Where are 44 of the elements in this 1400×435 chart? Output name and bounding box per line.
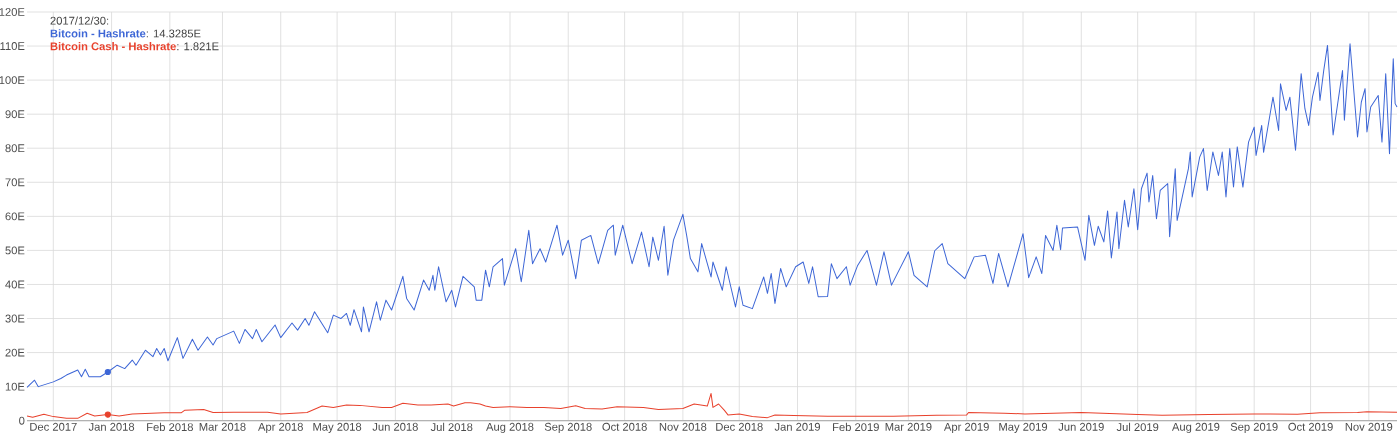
y-tick-label: 70E bbox=[5, 178, 25, 187]
line-series bbox=[26, 392, 1398, 419]
y-tick-label: 40E bbox=[5, 280, 25, 289]
x-tick-label: Apr 2018 bbox=[258, 422, 303, 433]
y-tick-label: 110E bbox=[0, 42, 25, 51]
x-tick-label: Aug 2019 bbox=[1171, 422, 1220, 433]
x-tick-label: Oct 2018 bbox=[602, 422, 647, 431]
y-tick-label: 0 bbox=[19, 416, 25, 425]
x-tick-label: Mar 2018 bbox=[199, 422, 246, 431]
y-tick-label: 50E bbox=[5, 246, 25, 255]
x-tick-label: Nov 2019 bbox=[1345, 422, 1393, 431]
x-tick-label: Jul 2018 bbox=[430, 422, 473, 432]
y-tick-label: 120E bbox=[0, 8, 25, 16]
x-tick-label: Jan 2018 bbox=[88, 422, 135, 431]
x-tick-label: Jun 2018 bbox=[372, 422, 418, 431]
annotation: : 14.3285E bbox=[146, 29, 201, 38]
x-tick-label: Aug 2018 bbox=[486, 422, 534, 433]
x-tick-label: Mar 2019 bbox=[885, 422, 932, 431]
line-series bbox=[26, 43, 1398, 388]
y-tick-label: 10E bbox=[5, 382, 25, 391]
text: Bitcoin - Hashrate bbox=[50, 29, 146, 38]
y-tick-label: 60E bbox=[5, 212, 25, 221]
x-tick-label: Apr 2019 bbox=[943, 422, 989, 433]
x-tick-label: Sep 2019 bbox=[1230, 422, 1278, 433]
annotation: 2017/12/30: bbox=[50, 16, 109, 25]
annotation: : 1.821E bbox=[177, 42, 219, 51]
x-tick-label: Feb 2019 bbox=[833, 422, 879, 432]
x-tick-label: Sep 2018 bbox=[544, 422, 592, 433]
x-tick-label: Dec 2017 bbox=[30, 422, 77, 431]
x-tick-label: May 2018 bbox=[313, 422, 362, 433]
y-tick-label: 100E bbox=[0, 76, 25, 85]
y-tick-label: 20E bbox=[5, 348, 25, 357]
x-tick-label: Dec 2018 bbox=[716, 422, 763, 431]
x-tick-label: Nov 2018 bbox=[659, 422, 707, 431]
y-tick-label: 90E bbox=[5, 110, 25, 119]
x-tick-label: Oct 2019 bbox=[1288, 422, 1333, 431]
x-tick-label: Jun 2019 bbox=[1058, 422, 1104, 431]
y-tick-label: 30E bbox=[5, 314, 25, 323]
text: Bitcoin Cash - Hashrate bbox=[50, 42, 176, 51]
x-tick-label: Jan 2019 bbox=[774, 422, 821, 431]
y-tick-label: 80E bbox=[5, 144, 25, 153]
x-tick-label: Jul 2019 bbox=[1116, 422, 1159, 432]
x-tick-label: May 2019 bbox=[999, 422, 1048, 433]
x-tick-label: Feb 2018 bbox=[147, 422, 193, 432]
